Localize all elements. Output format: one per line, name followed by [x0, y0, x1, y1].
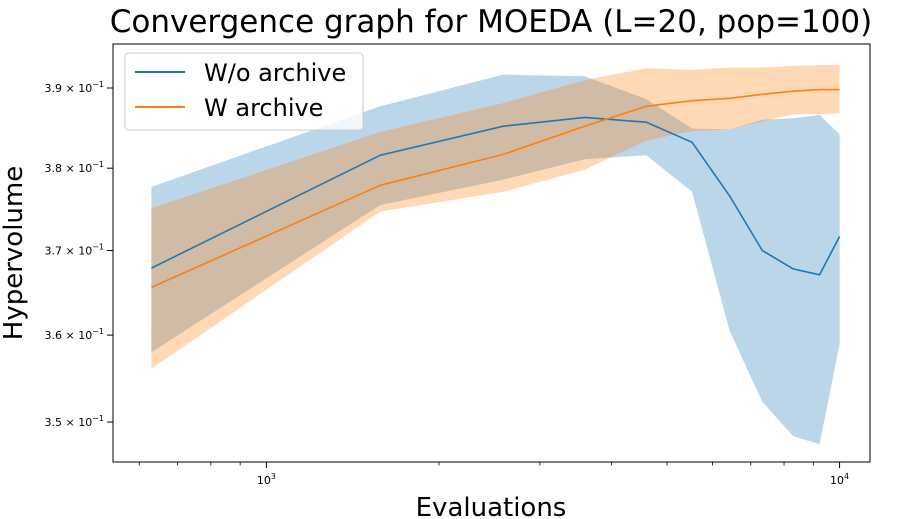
- y-tick-label-3: 3.8 × 10−1: [45, 160, 105, 175]
- plot-frame: [112, 43, 871, 463]
- y-axis-label: Hypervolume: [0, 166, 29, 340]
- chart-title: Convergence graph for MOEDA (L=20, pop=1…: [110, 4, 873, 40]
- legend: W/o archive W archive: [124, 52, 364, 131]
- y-tick-label-4: 3.9 × 10−1: [45, 80, 105, 95]
- x-axis-label: Evaluations: [416, 493, 567, 519]
- confidence-bands: [151, 65, 840, 445]
- band-w-archive: [151, 65, 840, 369]
- legend-label-wo-archive: W/o archive: [204, 59, 346, 87]
- x-tick-label-1: 104: [830, 472, 849, 487]
- x-axis-ticks: 103 104: [138, 462, 849, 487]
- y-tick-label-0: 3.5 × 10−1: [45, 414, 105, 429]
- band-w-o-archive: [151, 74, 840, 445]
- y-axis-ticks: 3.5 × 10−1 3.6 × 10−1 3.7 × 10−1 3.8 × 10−1…: [45, 80, 113, 429]
- line-w-archive: [151, 88, 840, 289]
- x-tick-label-0: 103: [257, 472, 276, 487]
- legend-label-w-archive: W archive: [204, 94, 323, 122]
- y-tick-label-2: 3.7 × 10−1: [45, 243, 105, 258]
- line-w-o-archive: [151, 116, 841, 276]
- y-tick-label-1: 3.6 × 10−1: [45, 327, 105, 342]
- series-lines: [151, 88, 841, 289]
